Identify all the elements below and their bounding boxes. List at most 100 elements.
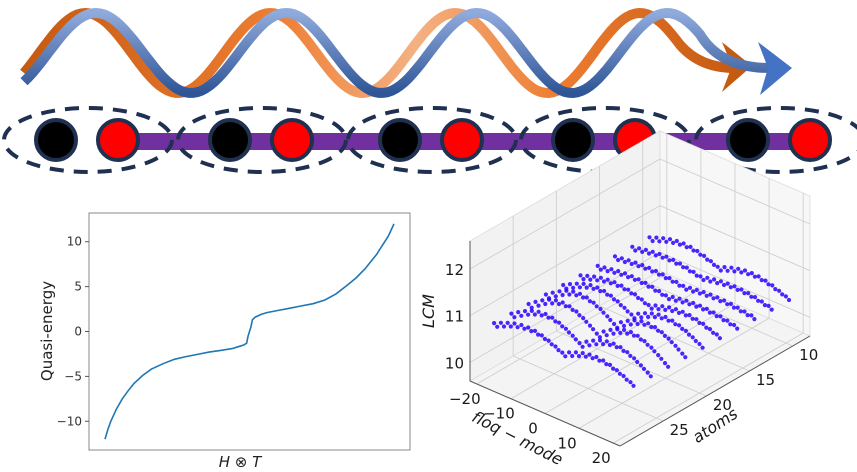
lcm-point [711, 262, 717, 267]
lcm-point [563, 354, 568, 359]
unit-cell-dashed-ellipse [346, 106, 518, 174]
lcm-point [725, 281, 730, 286]
lcm-point [550, 315, 555, 320]
y-tick-label: −5 [64, 369, 82, 383]
lcm-point [584, 295, 589, 300]
lcm-point [700, 345, 705, 350]
lcm-point [643, 266, 648, 271]
lcm-point [571, 289, 576, 294]
lcm-point [680, 309, 685, 314]
lcm-point [629, 274, 634, 279]
lcm-point [731, 305, 737, 310]
lcm-point [677, 323, 682, 328]
lcm-point [512, 315, 517, 320]
x-axis-line [469, 380, 621, 447]
lcm-point [649, 324, 654, 330]
atom-black [551, 118, 595, 162]
lcm-point [677, 242, 683, 247]
lcm-point [577, 341, 582, 346]
lcm-point [612, 254, 618, 259]
lcm-point [587, 299, 593, 304]
lcm-point [581, 316, 586, 321]
lcm-point [619, 283, 624, 288]
lcm-point [646, 284, 651, 289]
lcm-point [735, 305, 740, 310]
lcm-point [712, 277, 717, 282]
lcm-point [677, 296, 682, 301]
lcm-point [611, 341, 616, 346]
lcm-point [557, 289, 562, 294]
lcm-point [542, 336, 548, 342]
lcm-point [649, 306, 654, 311]
lcm-point [602, 288, 607, 294]
lcm-point [638, 363, 644, 368]
lcm-point [728, 322, 733, 327]
lcm-point [595, 278, 600, 283]
lcm-point [628, 380, 633, 385]
lcm-point [508, 324, 513, 329]
lcm-point [663, 307, 668, 312]
lcm-point [652, 325, 658, 330]
lcm-point [628, 330, 634, 335]
lcm-point [550, 290, 555, 295]
lcm-point [691, 300, 696, 306]
lcm-point [717, 336, 723, 341]
lcm-point [718, 279, 724, 284]
lcm-point [629, 261, 634, 267]
3d-tick-labels: 10 11 12 −20−10 0 10 20 10 15 20 25 [445, 261, 818, 467]
lcm-point [635, 359, 640, 365]
lcm-point [626, 287, 631, 292]
lcm-point [674, 238, 679, 244]
lcm-point [632, 292, 638, 297]
lcm-point [583, 354, 588, 359]
lcm-point [705, 275, 710, 280]
lcm-point [577, 313, 582, 318]
lcm-point [711, 330, 716, 335]
lcm-point [681, 283, 686, 288]
quasi-energy-line [104, 223, 395, 440]
lcm-point [621, 373, 626, 379]
lcm-point [684, 287, 689, 292]
lcm-point [653, 288, 658, 293]
lcm-point [654, 235, 659, 240]
lcm-point [584, 339, 589, 344]
lcm-point [786, 297, 792, 303]
atom-red [270, 118, 314, 162]
lcm-point [673, 322, 678, 327]
lcm-point [597, 358, 602, 363]
lcm-point [628, 322, 633, 327]
lcm-point [584, 285, 589, 290]
lcm-point [625, 350, 630, 355]
lcm-point [532, 312, 538, 317]
lcm-point [749, 294, 754, 299]
lcm-point [746, 291, 751, 296]
x-tick-label: 20 [592, 449, 611, 467]
lcm-point [615, 327, 620, 332]
lcm-point [639, 319, 644, 324]
lcm-point [639, 297, 644, 302]
lcm-point [626, 258, 631, 263]
lcm-point [516, 310, 521, 315]
lcm-point [560, 300, 565, 305]
lcm-point [711, 296, 716, 301]
lcm-point [688, 244, 693, 249]
lcm-point [721, 282, 727, 288]
lcm-point [618, 320, 624, 325]
lcm-point [646, 251, 652, 256]
lcm-point [656, 272, 662, 277]
lcm-point [698, 252, 703, 257]
lcm-point [515, 325, 520, 330]
lcm-point [663, 276, 668, 281]
lcm-point [770, 283, 775, 288]
lcm-point [686, 332, 692, 337]
lcm-point [522, 326, 527, 331]
lcm-point [642, 311, 648, 316]
lcm-point [618, 345, 623, 350]
lcm-point [560, 324, 565, 329]
lcm-point [608, 293, 614, 298]
lcm-point [657, 251, 662, 257]
z-tick-label: 12 [445, 261, 464, 279]
lcm-point [588, 277, 593, 282]
lcm-point [539, 333, 544, 338]
